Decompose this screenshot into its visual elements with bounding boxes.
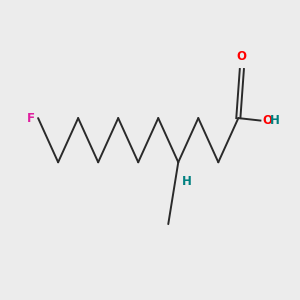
Text: H: H [270, 114, 280, 127]
Text: H: H [182, 175, 192, 188]
Text: O: O [262, 114, 272, 127]
Text: O: O [237, 50, 247, 63]
Text: F: F [27, 112, 34, 124]
